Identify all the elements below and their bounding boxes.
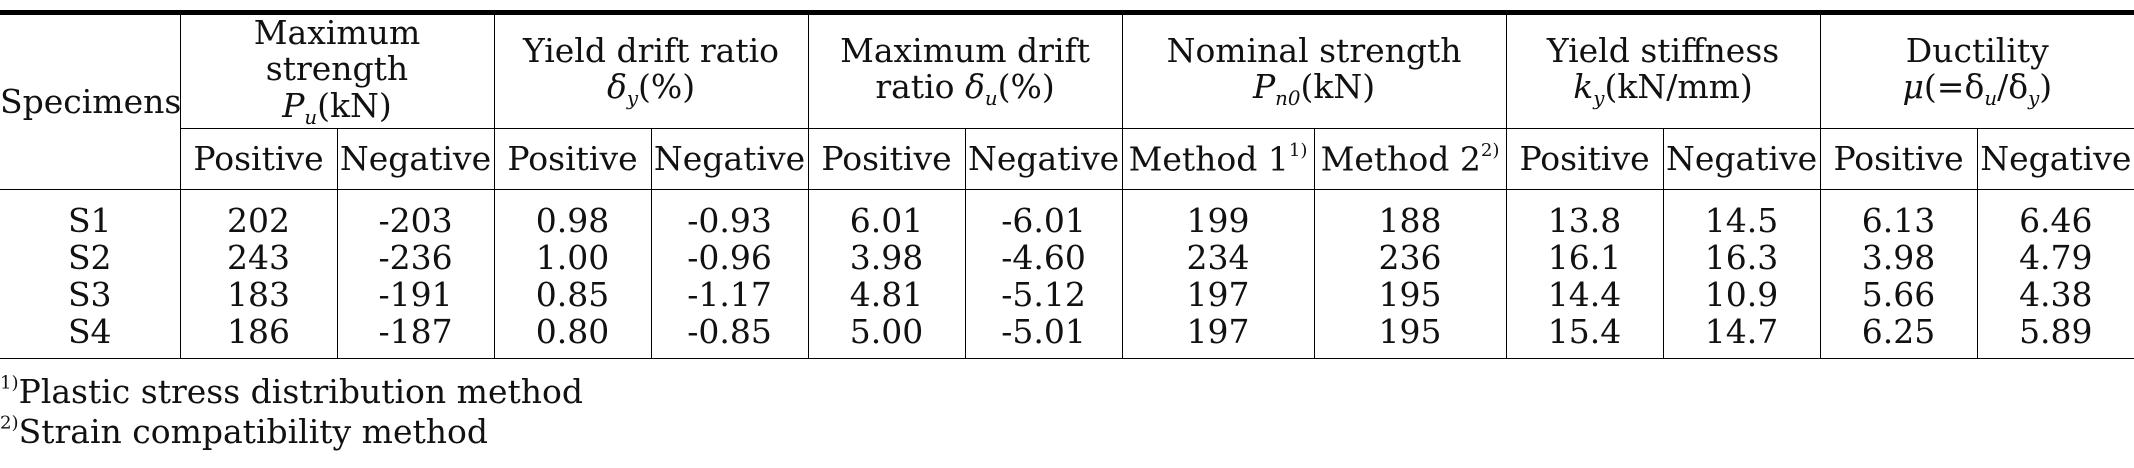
header-label: Yield stiffness	[1546, 31, 1780, 71]
subheader-cell: Negative	[650, 128, 809, 191]
header-symbol: ky(kN/mm)	[1573, 67, 1753, 111]
specimen-cell: S1	[67, 200, 112, 240]
value-cell: 1.00	[493, 239, 652, 277]
value-cell: 14.5	[1662, 189, 1821, 240]
subheader-cell: Positive	[179, 128, 337, 191]
subheader-cell: Positive	[1505, 128, 1664, 191]
value-cell: 0.80	[493, 313, 652, 360]
value-cell: 197	[1121, 276, 1315, 314]
header-symbol: Pu(kN)	[282, 85, 392, 129]
table-row: S4 186 -187 0.80 -0.85 5.00 -5.01 197 19…	[0, 313, 2134, 360]
footnote: 2)Strain compatibility method	[0, 411, 489, 451]
value-cell: -187	[336, 313, 495, 360]
value-cell: -1.17	[650, 276, 809, 314]
value-cell: 0.85	[493, 276, 652, 314]
value-cell: 6.01	[807, 189, 966, 240]
value-cell: 234	[1121, 239, 1315, 277]
value-cell: 3.98	[1819, 239, 1978, 277]
value-cell: 3.98	[807, 239, 966, 277]
header-symbol: μ(=δu/δy)	[1902, 67, 2053, 111]
value-cell: -0.93	[650, 189, 809, 240]
value-cell: -236	[336, 239, 495, 277]
value-cell: 188	[1313, 189, 1507, 240]
value-cell: -0.96	[650, 239, 809, 277]
value-cell: 6.13	[1819, 189, 1978, 240]
value-cell: 5.66	[1819, 276, 1978, 314]
value-cell: 15.4	[1505, 313, 1664, 360]
table-row: S3 183 -191 0.85 -1.17 4.81 -5.12 197 19…	[0, 274, 2134, 314]
value-cell: -203	[336, 189, 495, 240]
value-cell: 14.4	[1505, 276, 1664, 314]
value-cell: 6.25	[1819, 313, 1978, 360]
header-symbol: ratio δu(%)	[875, 67, 1055, 111]
value-cell: 16.3	[1662, 239, 1821, 277]
header-symbol: Pn0(kN)	[1252, 67, 1376, 111]
header-yield-drift-ratio: Yield drift ratio δy(%)	[493, 9, 809, 130]
value-cell: 14.7	[1662, 313, 1821, 360]
value-cell: -5.01	[964, 313, 1123, 360]
specimen-cell: S2	[67, 237, 112, 277]
subheader-cell: Positive	[807, 128, 966, 191]
header-label: Maximum drift	[840, 31, 1090, 71]
table-row: S1 202 -203 0.98 -0.93 6.01 -6.01 199 18…	[0, 189, 2134, 240]
value-cell: 202	[179, 189, 337, 240]
subheader-method-2: Method 22)	[1313, 128, 1507, 191]
value-cell: 195	[1313, 313, 1507, 360]
subheader-method-1: Method 11)	[1121, 128, 1315, 191]
value-cell: 195	[1313, 276, 1507, 314]
specimen-cell: S3	[67, 274, 112, 314]
subheader-cell: Negative	[1976, 128, 2134, 191]
value-cell: 197	[1121, 313, 1315, 360]
value-cell: 4.79	[1976, 239, 2134, 277]
value-cell: -4.60	[964, 239, 1123, 277]
header-label: Nominal strength	[1166, 31, 1462, 71]
value-cell: 13.8	[1505, 189, 1664, 240]
value-cell: 183	[179, 276, 337, 314]
value-cell: -0.85	[650, 313, 809, 360]
header-yield-stiffness: Yield stiffness ky(kN/mm)	[1505, 9, 1821, 130]
value-cell: 5.89	[1976, 313, 2134, 360]
header-label: Ductility	[1905, 31, 2049, 71]
value-cell: 186	[179, 313, 337, 360]
table-row: S2 243 -236 1.00 -0.96 3.98 -4.60 234 23…	[0, 237, 2134, 277]
value-cell: 4.81	[807, 276, 966, 314]
header-label: Maximum strength	[253, 13, 421, 89]
value-cell: 4.38	[1976, 276, 2134, 314]
header-maximum-strength: Maximum strength Pu(kN)	[179, 9, 495, 130]
subheader-cell: Positive	[493, 128, 652, 191]
value-cell: 236	[1313, 239, 1507, 277]
subheader-cell: Negative	[964, 128, 1123, 191]
specimen-cell: S4	[0, 313, 180, 360]
subheader-cell: Positive	[1819, 128, 1978, 191]
value-cell: -5.12	[964, 276, 1123, 314]
value-cell: 6.46	[1976, 189, 2134, 240]
table-footnotes: 1)Plastic stress distribution method 2)S…	[0, 372, 583, 451]
value-cell: 199	[1121, 189, 1315, 240]
specimens-header: Specimens	[0, 9, 181, 191]
subheader-cell: Negative	[336, 128, 495, 191]
header-symbol: δy(%)	[606, 67, 696, 111]
footnote: 1)Plastic stress distribution method	[0, 372, 583, 411]
header-maximum-drift-ratio: Maximum drift ratio δu(%)	[807, 9, 1123, 130]
value-cell: 16.1	[1505, 239, 1664, 277]
header-ductility: Ductility μ(=δu/δy)	[1819, 9, 2134, 130]
header-label: Yield drift ratio	[523, 31, 780, 71]
header-nominal-strength: Nominal strength Pn0(kN)	[1121, 9, 1507, 130]
value-cell: 243	[179, 239, 337, 277]
value-cell: 5.00	[807, 313, 966, 360]
value-cell: 0.98	[493, 189, 652, 240]
results-table: Specimens Maximum strength Pu(kN) Yield …	[0, 9, 2134, 360]
subheader-cell: Negative	[1662, 128, 1821, 191]
value-cell: -6.01	[964, 189, 1123, 240]
value-cell: 10.9	[1662, 276, 1821, 314]
value-cell: -191	[336, 276, 495, 314]
